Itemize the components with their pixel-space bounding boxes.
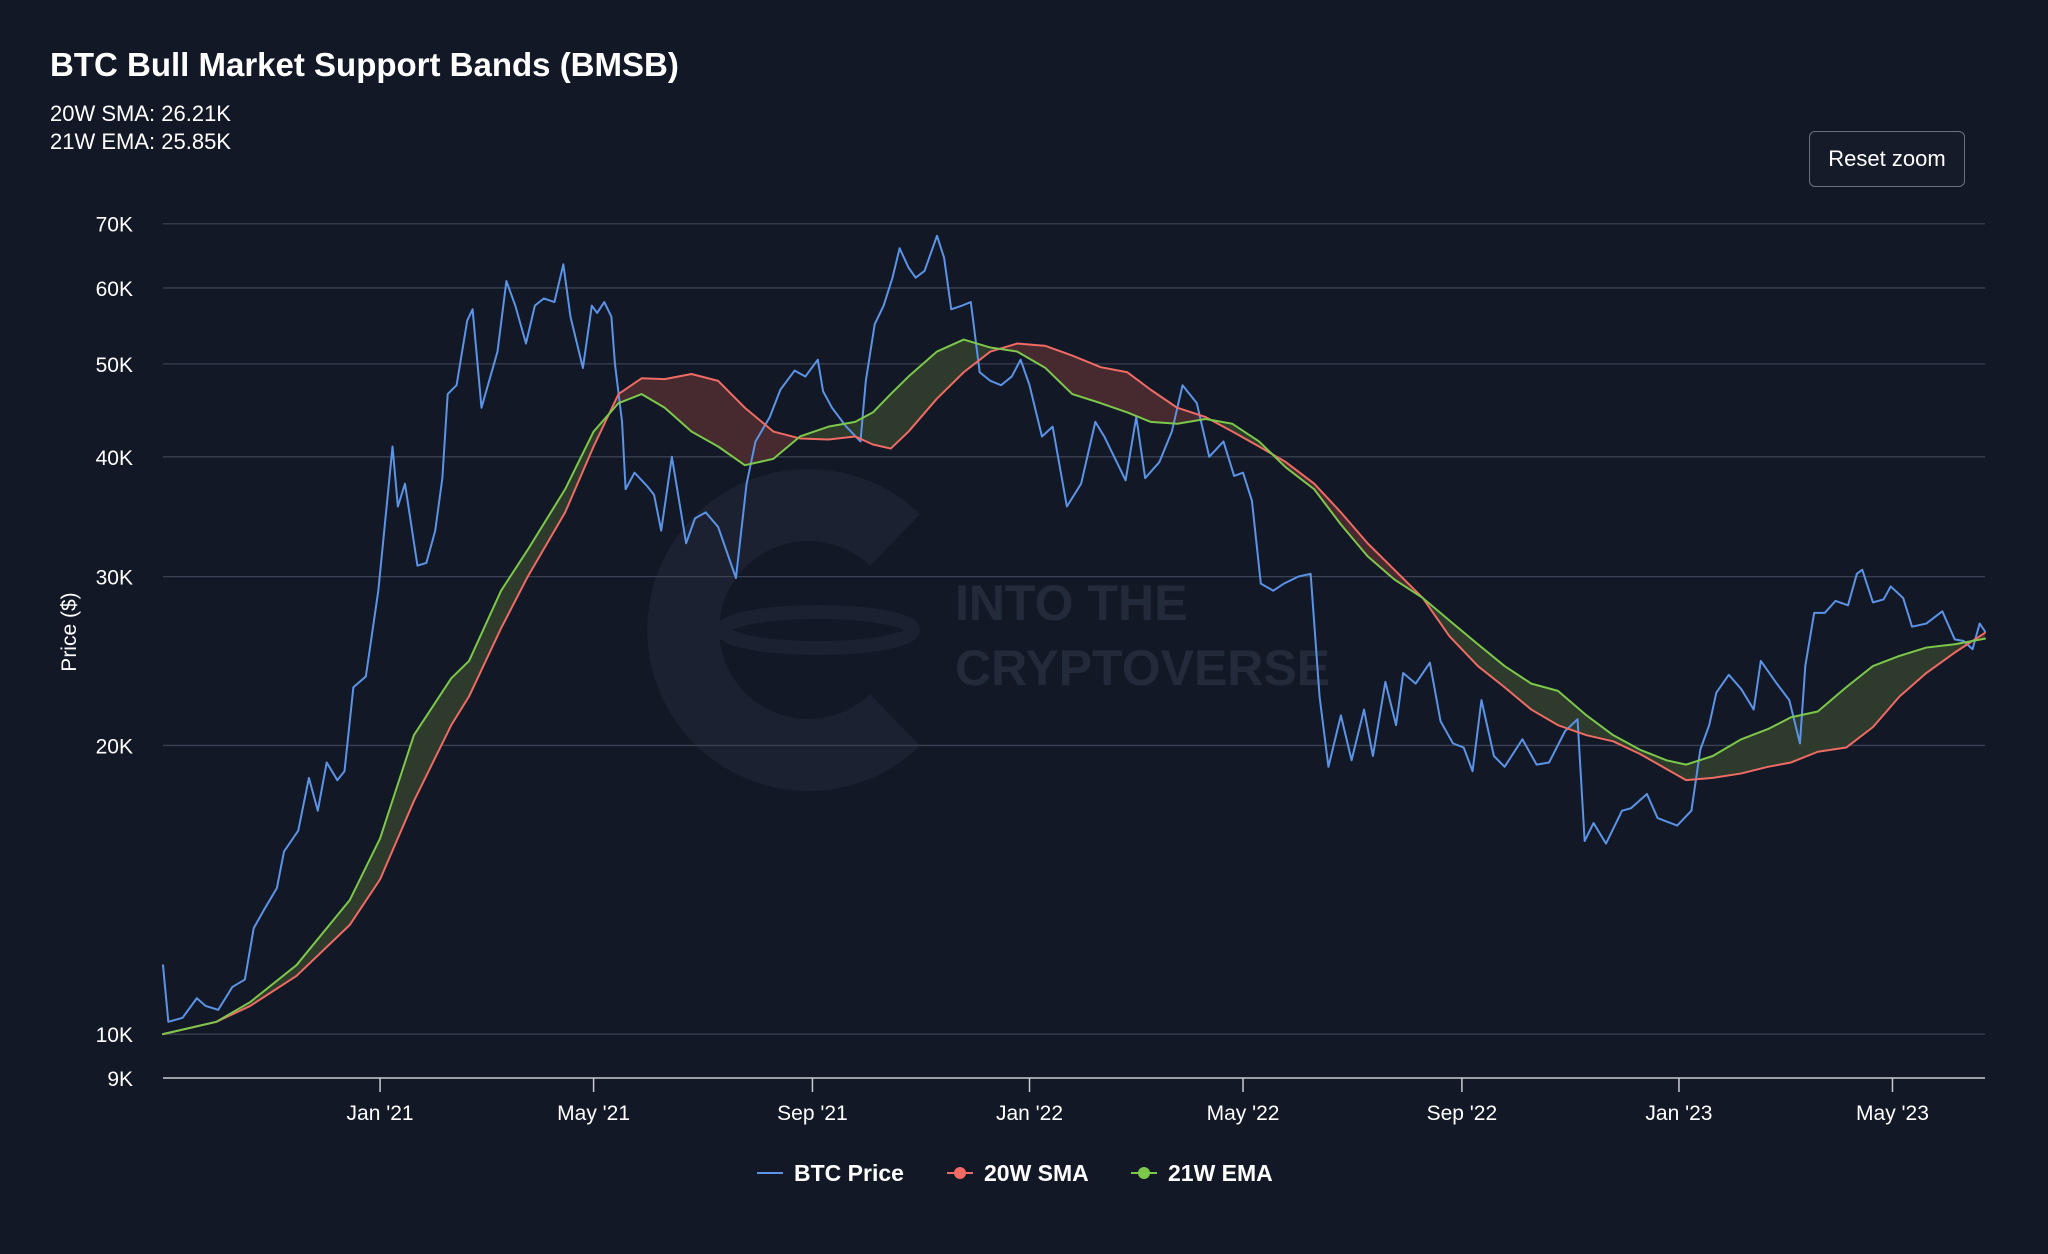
- legend-swatch-marker: [954, 1167, 966, 1179]
- x-tick-label: May '21: [557, 1102, 630, 1125]
- series-line-21w-ema[interactable]: [162, 338, 1986, 1036]
- series-line-btc-price[interactable]: [162, 234, 1986, 1023]
- series-lines: [162, 234, 1986, 1036]
- x-tick-label: May '23: [1856, 1102, 1929, 1125]
- reset-zoom-button[interactable]: Reset zoom: [1809, 131, 1965, 187]
- sma-readout: 20W SMA: 26.21K: [50, 101, 231, 126]
- watermark: INTO THE CRYPTOVERSE: [647, 469, 1330, 791]
- cryptoverse-logo-icon: [647, 469, 920, 791]
- x-tick-label: Jan '23: [1645, 1102, 1712, 1125]
- ema-readout: 21W EMA: 25.85K: [50, 129, 231, 154]
- y-axis-label: Price ($): [58, 592, 81, 671]
- band-segment-bearish: [1271, 453, 1421, 597]
- band-segment-bullish: [163, 416, 607, 1035]
- legend-label: BTC Price: [794, 1160, 904, 1186]
- band-segment-bullish: [797, 339, 999, 449]
- band-segment-bullish: [1420, 595, 1970, 781]
- grid-lines: [163, 223, 1985, 1035]
- band-segment-bearish: [606, 373, 798, 465]
- y-tick-label: 30K: [96, 567, 133, 590]
- x-tick-label: Sep '21: [777, 1102, 848, 1125]
- y-tick-label: 70K: [96, 214, 133, 237]
- chart-title: BTC Bull Market Support Bands (BMSB): [50, 46, 679, 83]
- band-segment-bearish: [998, 343, 1211, 424]
- y-tick-label: 60K: [96, 278, 133, 301]
- series-line-20w-sma[interactable]: [162, 342, 1986, 1036]
- x-tick-label: Sep '22: [1427, 1102, 1498, 1125]
- x-tick-label: Jan '21: [347, 1102, 414, 1125]
- x-tick-label: Jan '22: [996, 1102, 1063, 1125]
- bull-market-support-band: [163, 339, 1985, 1035]
- legend-item-21w-ema[interactable]: 21W EMA: [1131, 1160, 1273, 1186]
- legend-label: 21W EMA: [1168, 1160, 1273, 1186]
- y-tick-label: 20K: [96, 735, 133, 758]
- legend-item-btc-price[interactable]: BTC Price: [757, 1160, 904, 1186]
- legend[interactable]: BTC Price 20W SMA 21W EMA: [757, 1160, 1273, 1186]
- legend-label: 20W SMA: [984, 1160, 1089, 1186]
- legend-swatch-marker: [1138, 1167, 1150, 1179]
- watermark-line2: CRYPTOVERSE: [955, 640, 1330, 696]
- y-tick-label: 10K: [96, 1024, 133, 1047]
- y-tick-label: 50K: [96, 354, 133, 377]
- y-tick-label: 9K: [107, 1068, 133, 1091]
- legend-item-20w-sma[interactable]: 20W SMA: [947, 1160, 1089, 1186]
- axes: 9K 10K 20K 30K 40K 50K 60K 70K Jan '21 May '21 Sep…: [96, 214, 1985, 1125]
- y-tick-label: 40K: [96, 447, 133, 470]
- watermark-line1: INTO THE: [955, 575, 1187, 631]
- x-tick-label: May '22: [1207, 1102, 1280, 1125]
